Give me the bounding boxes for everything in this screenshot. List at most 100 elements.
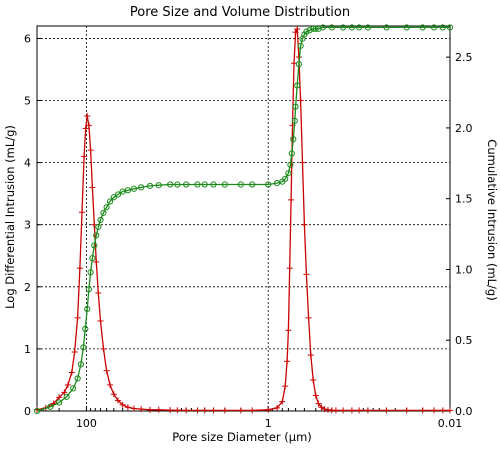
series-point-circle — [297, 42, 304, 49]
series-point-circle — [303, 28, 310, 35]
series-point-plus — [324, 406, 331, 413]
series-point-circle — [403, 24, 410, 31]
y-right-tick-label: 0.5 — [455, 334, 473, 347]
y-left-tick-label: 1 — [24, 343, 31, 356]
series-point-circle — [80, 344, 87, 351]
series-point-plus — [87, 147, 94, 154]
series-point-circle — [82, 325, 89, 333]
series-point-plus — [279, 398, 286, 405]
series-point-circle — [174, 181, 181, 188]
series-point-circle — [33, 407, 41, 415]
series-point-circle — [221, 181, 228, 188]
y-left-tick-label: 4 — [24, 157, 31, 170]
grid — [37, 26, 450, 411]
series-point-circle — [292, 103, 299, 110]
series-point-plus — [155, 406, 162, 413]
series-point-circle — [446, 24, 454, 31]
series-point-circle — [91, 242, 98, 249]
series-point-circle — [103, 204, 110, 211]
series-point-circle — [85, 286, 92, 293]
series-point-plus — [85, 122, 92, 129]
series-point-circle — [97, 216, 104, 224]
series-point-plus — [274, 404, 281, 411]
series-point-plus — [68, 369, 75, 376]
series-point-plus — [56, 394, 63, 401]
series-point-circle — [356, 24, 363, 31]
series-point-circle — [106, 198, 114, 205]
x-tick-label: 100 — [76, 417, 97, 430]
series-point-plus — [146, 406, 153, 413]
series-point-circle — [288, 150, 295, 157]
series-point-plus — [95, 290, 102, 297]
series-point-circle — [364, 24, 372, 31]
series-point-plus — [383, 407, 390, 414]
y-right-tick-label: 2.0 — [455, 122, 473, 135]
series-point-plus — [107, 381, 114, 388]
series-point-circle — [138, 184, 145, 191]
series-point-circle — [201, 181, 208, 188]
series-point-circle — [84, 305, 91, 313]
series-point-plus — [447, 407, 453, 414]
series-point-circle — [74, 375, 81, 382]
series-point-circle — [294, 82, 301, 89]
series-point-circle — [87, 269, 94, 276]
series-point-plus — [97, 317, 104, 324]
series-point-plus — [403, 407, 410, 414]
series-point-plus — [237, 407, 244, 414]
y-left-tick-label: 0 — [24, 405, 31, 418]
series-point-circle — [285, 170, 292, 177]
series-point-circle — [167, 181, 174, 188]
x-tick-label: 0.01 — [438, 417, 463, 430]
series-point-plus — [439, 407, 446, 414]
series-point-plus — [114, 397, 121, 404]
series-point-plus — [299, 159, 306, 166]
series-point-plus — [305, 314, 312, 321]
series-point-circle — [439, 24, 446, 31]
series-point-circle — [55, 399, 63, 406]
series-point-circle — [430, 24, 438, 31]
series-point-plus — [174, 407, 181, 414]
series-point-plus — [348, 407, 355, 414]
y-right-tick-label: 0.0 — [455, 405, 473, 418]
series-point-plus — [221, 407, 228, 414]
series-point-plus — [93, 258, 100, 265]
series-point-plus — [82, 125, 89, 132]
y-right-axis-title: Cumulative Intrusion (mL/g) — [485, 139, 499, 300]
series-point-plus — [307, 352, 314, 359]
series-point-circle — [328, 24, 335, 31]
y-left-tick-label: 2 — [24, 281, 31, 294]
series-point-plus — [89, 184, 96, 191]
series-point-circle — [340, 24, 347, 31]
series-point-plus — [124, 404, 131, 411]
series-point-circle — [419, 24, 426, 31]
series-point-plus — [294, 26, 301, 33]
series-point-circle — [210, 181, 217, 188]
series-point-circle — [124, 187, 131, 194]
x-axis-title: Pore size Diameter (µm) — [172, 430, 312, 444]
series-point-circle — [47, 403, 54, 410]
series-point-plus — [76, 265, 83, 272]
series-point-circle — [265, 181, 272, 188]
series-point-circle — [194, 181, 201, 188]
series-point-circle — [146, 182, 154, 190]
series-point-plus — [201, 407, 208, 414]
series-point-circle — [63, 393, 70, 400]
series-point-circle — [155, 182, 162, 189]
series-point-plus — [297, 97, 304, 104]
series-point-plus — [286, 265, 293, 272]
series-point-circle — [348, 24, 356, 31]
series-point-plus — [301, 221, 308, 228]
series-point-plus — [303, 271, 310, 278]
series-point-plus — [249, 407, 256, 414]
series-point-circle — [291, 117, 298, 124]
y-right-tick-label: 1.5 — [455, 193, 473, 206]
series-point-plus — [292, 29, 299, 36]
y-left-axis-title: Log Differential Intrusion (mL/g) — [3, 125, 17, 309]
series-point-circle — [130, 185, 138, 192]
series-point-circle — [93, 232, 100, 239]
series-point-plus — [210, 407, 217, 414]
series-point-plus — [81, 153, 88, 160]
series-point-circle — [95, 223, 102, 231]
series-point-plus — [167, 407, 174, 414]
